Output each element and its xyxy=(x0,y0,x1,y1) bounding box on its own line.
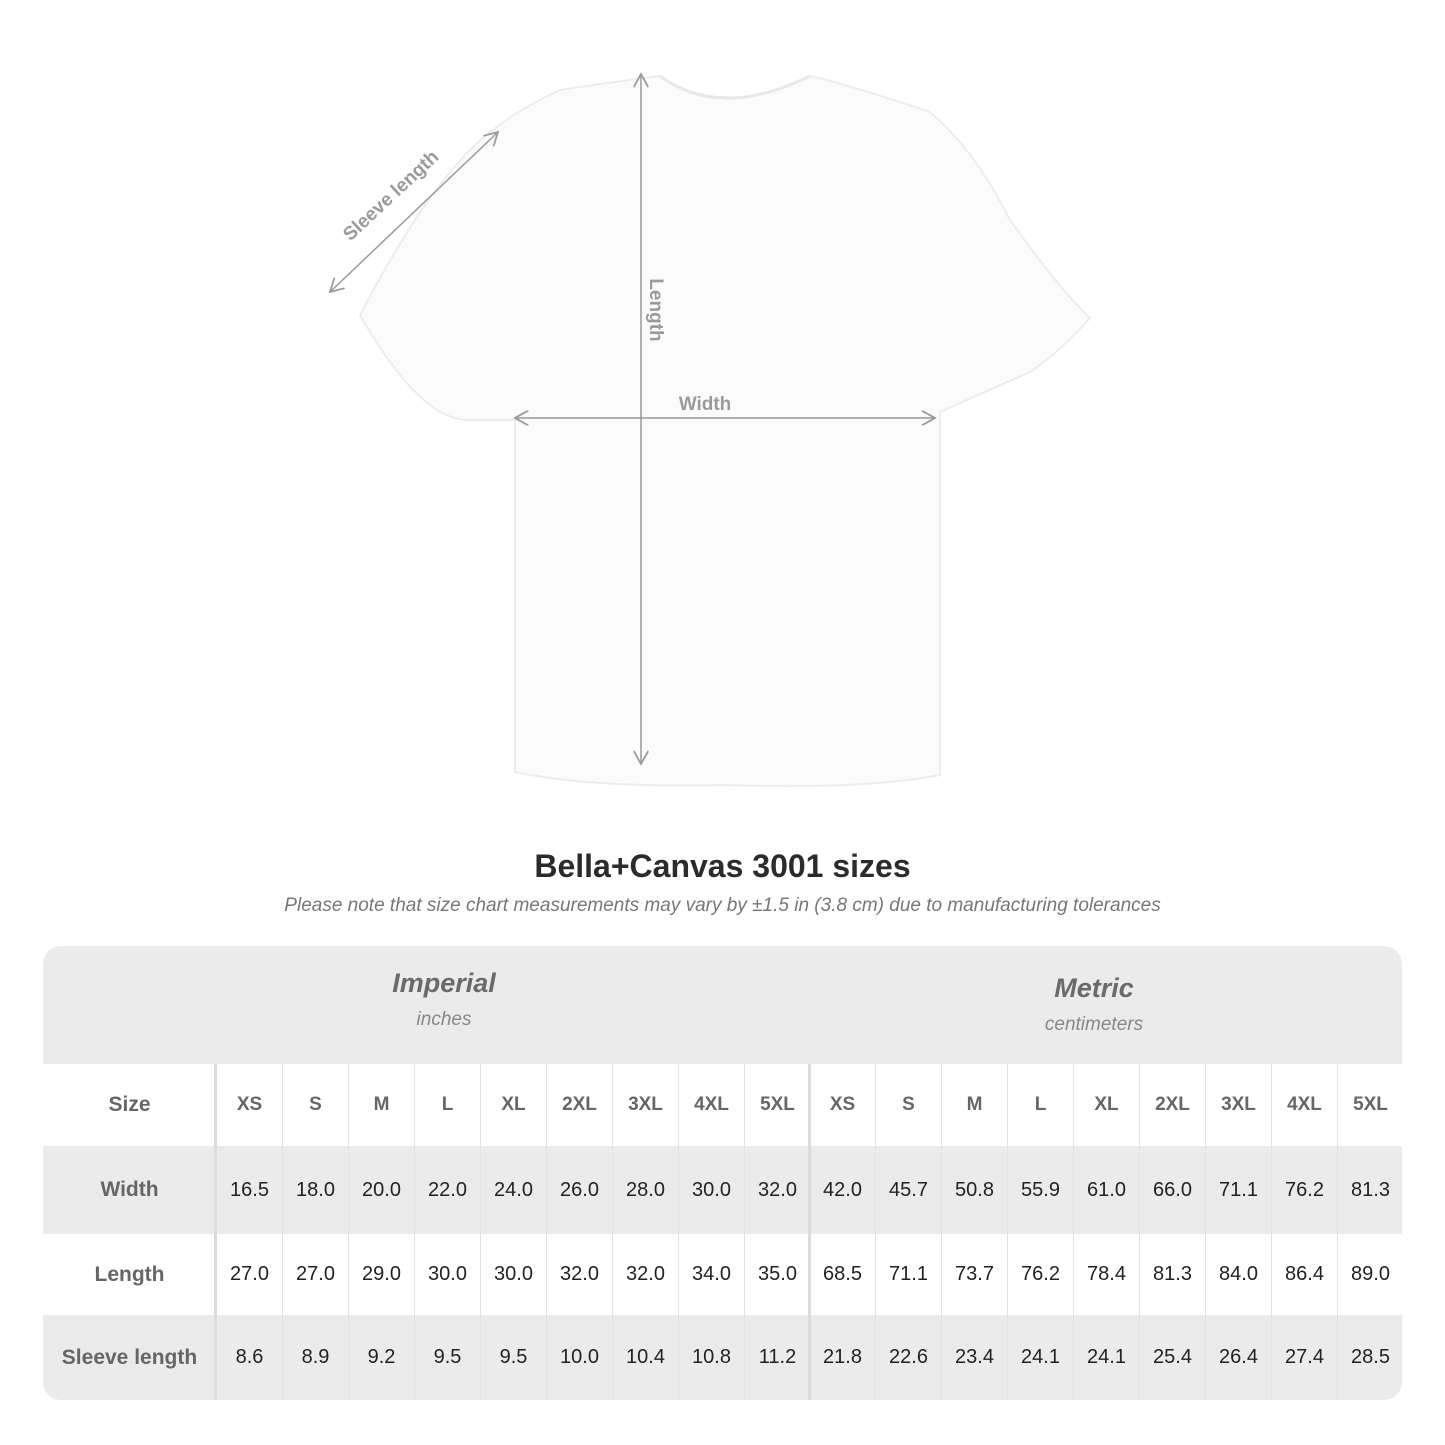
metric-value-cell: 50.8 xyxy=(941,1146,1007,1234)
imperial-value-cell: 32.0 xyxy=(612,1234,678,1315)
metric-value-cell: 42.0 xyxy=(809,1146,875,1234)
metric-value-cell: 71.1 xyxy=(875,1234,941,1315)
metric-value-cell: 89.0 xyxy=(1337,1234,1402,1315)
metric-value-cell: 23.4 xyxy=(941,1315,1007,1400)
tolerance-note: Please note that size chart measurements… xyxy=(284,895,1161,916)
metric-value-cell: 25.4 xyxy=(1139,1315,1205,1400)
width-label: Width xyxy=(679,394,732,415)
imperial-value-cell: 20.0 xyxy=(348,1146,414,1234)
metric-value-cell: 81.3 xyxy=(1139,1234,1205,1315)
tshirt-shape xyxy=(358,74,1092,788)
imperial-value-cell: 9.5 xyxy=(480,1315,546,1400)
metric-size-header: XS xyxy=(809,1064,875,1146)
page-title: Bella+Canvas 3001 sizes xyxy=(534,848,911,884)
metric-size-header: S xyxy=(875,1064,941,1146)
imperial-value-cell: 34.0 xyxy=(678,1234,744,1315)
metric-value-cell: 78.4 xyxy=(1073,1234,1139,1315)
metric-value-cell: 86.4 xyxy=(1271,1234,1337,1315)
imperial-unit: inches xyxy=(416,1009,472,1030)
metric-value-cell: 21.8 xyxy=(809,1315,875,1400)
table-row: Sleeve length 8.6 21.8 8.9 22.6 9.2 23.4 9.5 24.… xyxy=(43,1315,1402,1400)
imperial-value-cell: 24.0 xyxy=(480,1146,546,1234)
imperial-size-header: XL xyxy=(480,1064,546,1146)
imperial-size-header: M xyxy=(348,1064,414,1146)
length-label: Length xyxy=(645,278,666,341)
metric-value-cell: 84.0 xyxy=(1205,1234,1271,1315)
tshirt-diagram: Sleeve length Length Width xyxy=(0,0,1092,788)
size-table: Imperial inches Metric centimeters Size X… xyxy=(43,946,1402,1400)
metric-size-header: XL xyxy=(1073,1064,1139,1146)
metric-unit: centimeters xyxy=(1044,1014,1144,1035)
row-label: Length xyxy=(94,1262,165,1286)
metric-size-header: 4XL xyxy=(1271,1064,1337,1146)
metric-value-cell: 28.5 xyxy=(1337,1315,1402,1400)
imperial-value-cell: 18.0 xyxy=(282,1146,348,1234)
metric-value-cell: 61.0 xyxy=(1073,1146,1139,1234)
imperial-value-cell: 32.0 xyxy=(744,1146,810,1234)
imperial-value-cell: 27.0 xyxy=(216,1234,282,1315)
table-row: Length 27.0 68.5 27.0 71.1 29.0 73.7 30.0 76.2 30… xyxy=(43,1234,1402,1315)
metric-value-cell: 24.1 xyxy=(1073,1315,1139,1400)
metric-value-cell: 81.3 xyxy=(1337,1146,1402,1234)
imperial-size-header: XS xyxy=(216,1064,282,1146)
metric-size-header: 3XL xyxy=(1205,1064,1271,1146)
imperial-value-cell: 30.0 xyxy=(480,1234,546,1315)
imperial-value-cell: 9.2 xyxy=(348,1315,414,1400)
metric-value-cell: 76.2 xyxy=(1271,1146,1337,1234)
metric-value-cell: 73.7 xyxy=(941,1234,1007,1315)
size-header-row: Size XS XS S S M M L L XL XL 2XL 2XL 3XL 3XL 4XL 4XL 5XL 5… xyxy=(43,1064,1402,1146)
metric-value-cell: 27.4 xyxy=(1271,1315,1337,1400)
metric-size-header: 2XL xyxy=(1139,1064,1205,1146)
metric-value-cell: 22.6 xyxy=(875,1315,941,1400)
imperial-size-header: 2XL xyxy=(546,1064,612,1146)
imperial-value-cell: 8.9 xyxy=(282,1315,348,1400)
imperial-value-cell: 10.4 xyxy=(612,1315,678,1400)
metric-value-cell: 71.1 xyxy=(1205,1146,1271,1234)
imperial-size-header: 4XL xyxy=(678,1064,744,1146)
row-label: Size xyxy=(108,1093,151,1116)
metric-size-header: 5XL xyxy=(1337,1064,1402,1146)
imperial-size-header: 3XL xyxy=(612,1064,678,1146)
metric-value-cell: 55.9 xyxy=(1007,1146,1073,1234)
imperial-value-cell: 27.0 xyxy=(282,1234,348,1315)
metric-value-cell: 66.0 xyxy=(1139,1146,1205,1234)
imperial-value-cell: 9.5 xyxy=(414,1315,480,1400)
imperial-value-cell: 10.0 xyxy=(546,1315,612,1400)
imperial-value-cell: 30.0 xyxy=(414,1234,480,1315)
metric-value-cell: 76.2 xyxy=(1007,1234,1073,1315)
imperial-value-cell: 16.5 xyxy=(216,1146,282,1234)
imperial-title: Imperial xyxy=(392,968,496,998)
imperial-value-cell: 28.0 xyxy=(612,1146,678,1234)
metric-size-header: M xyxy=(941,1064,1007,1146)
metric-title: Metric xyxy=(1054,973,1134,1003)
imperial-value-cell: 10.8 xyxy=(678,1315,744,1400)
metric-value-cell: 26.4 xyxy=(1205,1315,1271,1400)
metric-value-cell: 68.5 xyxy=(809,1234,875,1315)
table-row: Width 16.5 42.0 18.0 45.7 20.0 50.8 22.0 55.9 24.… xyxy=(43,1146,1402,1234)
imperial-size-header: L xyxy=(414,1064,480,1146)
table-header: Imperial inches Metric centimeters xyxy=(43,946,1402,1064)
imperial-value-cell: 35.0 xyxy=(744,1234,810,1315)
imperial-value-cell: 8.6 xyxy=(216,1315,282,1400)
metric-value-cell: 45.7 xyxy=(875,1146,941,1234)
system-divider xyxy=(808,1064,811,1400)
imperial-value-cell: 26.0 xyxy=(546,1146,612,1234)
imperial-value-cell: 29.0 xyxy=(348,1234,414,1315)
imperial-size-header: S xyxy=(282,1064,348,1146)
row-label: Sleeve length xyxy=(61,1345,198,1369)
imperial-value-cell: 32.0 xyxy=(546,1234,612,1315)
metric-value-cell: 24.1 xyxy=(1007,1315,1073,1400)
imperial-value-cell: 11.2 xyxy=(744,1315,810,1400)
imperial-header: Imperial inches xyxy=(216,968,672,1031)
imperial-size-header: 5XL xyxy=(744,1064,810,1146)
imperial-value-cell: 30.0 xyxy=(678,1146,744,1234)
metric-size-header: L xyxy=(1007,1064,1073,1146)
sleeve-arrow xyxy=(330,132,498,292)
label-divider xyxy=(214,1064,217,1400)
row-label: Width xyxy=(100,1178,159,1201)
imperial-value-cell: 22.0 xyxy=(414,1146,480,1234)
metric-header: Metric centimeters xyxy=(810,973,1378,1036)
